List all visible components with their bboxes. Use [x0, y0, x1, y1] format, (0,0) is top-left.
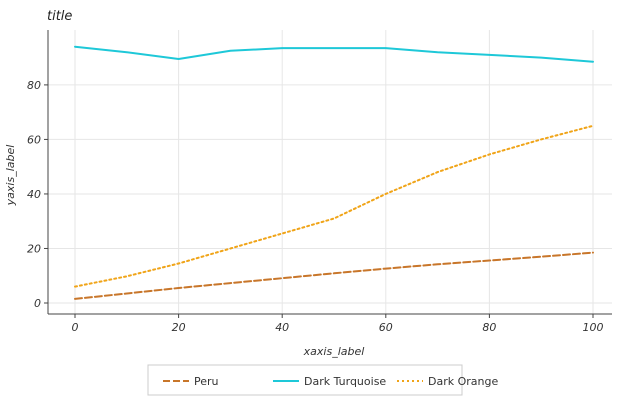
chart-title: title: [47, 9, 72, 24]
legend-box: [147, 364, 463, 396]
x-tick-label: 60: [379, 321, 393, 334]
series-line-dark-turquoise: [74, 45, 594, 63]
series-line-peru: [74, 251, 594, 300]
x-tick-label: 20: [172, 321, 186, 334]
y-axis-ticks: 0 20 40 60 80: [27, 79, 48, 310]
legend-label-dark-turquoise: Dark Turquoise: [304, 375, 386, 388]
x-axis-ticks: 0 20 40 60 80 100: [72, 314, 604, 334]
y-tick-label: 40: [27, 188, 41, 201]
y-tick-label: 0: [34, 297, 41, 310]
series-layer: [74, 45, 594, 300]
axes: [47, 30, 612, 315]
x-tick-label: 100: [583, 321, 604, 334]
x-tick-label: 80: [482, 321, 496, 334]
x-tick-label: 40: [275, 321, 289, 334]
grid: [48, 30, 612, 314]
y-tick-label: 80: [27, 79, 41, 92]
legend-label-dark-orange: Dark Orange: [428, 375, 498, 388]
legend-label-peru: Peru: [194, 375, 219, 388]
series-line-dark-orange: [74, 124, 594, 288]
x-axis-label: xaxis_label: [303, 345, 365, 358]
legend: Peru Dark Turquoise Dark Orange: [147, 364, 498, 396]
y-tick-label: 60: [27, 133, 41, 146]
y-axis-label: yaxis_label: [4, 145, 17, 207]
x-tick-label: 0: [72, 321, 79, 334]
y-tick-label: 20: [27, 242, 41, 255]
